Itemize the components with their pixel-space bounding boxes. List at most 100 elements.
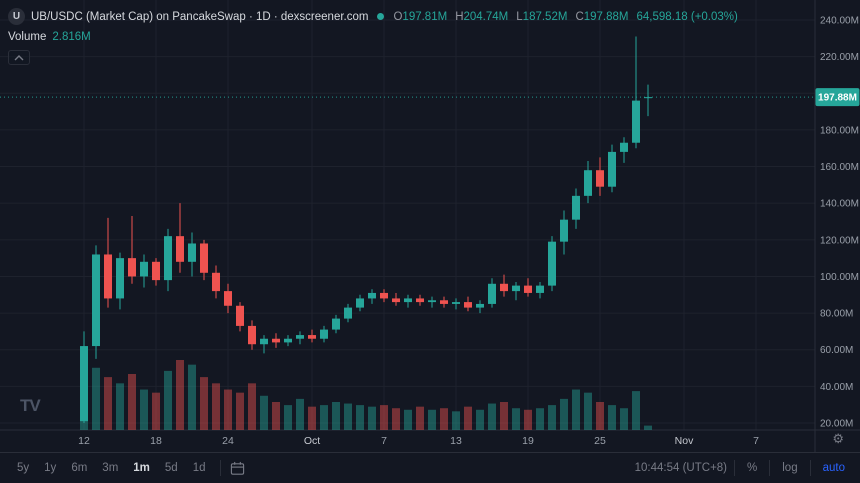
volume-bar	[116, 383, 124, 430]
range-button-5y[interactable]: 5y	[10, 459, 36, 477]
auto-scale-button[interactable]: auto	[818, 459, 850, 477]
price-axis-label: 180.00M	[820, 125, 859, 136]
price-axis-label: 160.00M	[820, 162, 859, 173]
volume-bar	[548, 405, 556, 430]
volume-bar	[560, 398, 568, 430]
bottom-toolbar: 5y 1y 6m 3m 1m 5d 1d 10:44:54 (UTC+8) % log au…	[0, 452, 860, 483]
chart-pane[interactable]: 240.00M220.00M200.00M180.00M160.00M140.0…	[0, 0, 860, 452]
open-label: O	[393, 10, 403, 23]
low-readout: L187.52M	[516, 11, 567, 23]
high-readout: H204.74M	[455, 11, 508, 23]
volume-bar	[152, 392, 160, 430]
toolbar-divider	[809, 460, 811, 476]
price-axis-label: 20.00M	[820, 419, 853, 430]
volume-bar	[380, 405, 388, 430]
volume-bar	[584, 392, 592, 430]
candle-body	[116, 258, 124, 299]
last-price-label: 197.88M	[818, 93, 857, 104]
time-axis-label: 7	[381, 435, 387, 447]
last-price-badge[interactable]	[815, 88, 860, 107]
range-button-6m[interactable]: 6m	[64, 459, 94, 477]
time-axis-label: 12	[78, 435, 90, 447]
toolbar-divider	[769, 460, 771, 476]
candle-body	[128, 258, 136, 277]
range-buttons-group: 5y 1y 6m 3m 1m 5d 1d	[10, 459, 213, 477]
high-value: 204.74M	[463, 10, 509, 23]
candle-body	[404, 298, 412, 303]
clock-timezone-label[interactable]: 10:44:54 (UTC+8)	[634, 462, 728, 474]
candle-body	[488, 283, 496, 304]
candle-body	[224, 291, 232, 306]
candle-body	[548, 241, 556, 286]
price-axis-label: 140.00M	[820, 199, 859, 210]
percent-scale-button[interactable]: %	[742, 459, 762, 477]
candle-body	[296, 335, 304, 339]
live-status-dot	[377, 13, 385, 20]
volume-bar	[344, 403, 352, 430]
candle-body	[344, 307, 352, 319]
collapse-indicators-button[interactable]	[8, 50, 30, 65]
candle-body	[248, 325, 256, 345]
volume-bar	[488, 403, 496, 430]
candle-body	[428, 300, 436, 303]
time-axis-label: 24	[222, 435, 234, 447]
candlestick-chart[interactable]: 240.00M220.00M200.00M180.00M160.00M140.0…	[0, 0, 860, 452]
volume-bar	[464, 406, 472, 430]
volume-bar	[200, 377, 208, 430]
volume-bar	[404, 409, 412, 430]
candle-body	[452, 302, 460, 304]
volume-bar	[416, 406, 424, 430]
volume-bar	[308, 406, 316, 430]
range-button-1y[interactable]: 1y	[37, 459, 63, 477]
ohlc-readout: O197.81M H204.74M L187.52M C197.88M 64,5…	[393, 11, 737, 23]
chart-title[interactable]: UB/USDC (Market Cap) on PancakeSwap · 1D…	[31, 10, 369, 23]
tradingview-logo[interactable]: TV	[20, 396, 41, 415]
volume-bar	[320, 405, 328, 430]
candle-body	[320, 329, 328, 339]
change-value: 64,598.18 (+0.03%)	[636, 10, 738, 23]
range-button-3m[interactable]: 3m	[95, 459, 125, 477]
candle-body	[332, 318, 340, 330]
volume-bar	[392, 408, 400, 430]
candle-body	[80, 346, 88, 422]
token-logo: U	[8, 8, 25, 25]
volume-bar	[608, 405, 616, 430]
close-value: 197.88M	[583, 10, 629, 23]
candle-body	[596, 170, 604, 187]
candle-body	[512, 285, 520, 292]
candle-body	[272, 338, 280, 343]
volume-bar	[440, 408, 448, 430]
candle-body	[140, 261, 148, 277]
high-label: H	[455, 10, 464, 23]
volume-bar	[104, 377, 112, 430]
candle-body	[164, 236, 172, 281]
volume-bar	[536, 408, 544, 430]
volume-bar	[476, 409, 484, 430]
time-axis-label: 19	[522, 435, 534, 447]
volume-bar	[272, 402, 280, 430]
price-axis-label: 100.00M	[820, 272, 859, 283]
gear-icon[interactable]: ⚙	[832, 431, 844, 446]
volume-bar	[644, 425, 652, 430]
range-button-5d[interactable]: 5d	[158, 459, 185, 477]
open-readout: O197.81M	[393, 11, 447, 23]
range-button-1m[interactable]: 1m	[126, 459, 157, 477]
low-label: L	[516, 10, 523, 23]
volume-label[interactable]: Volume	[8, 30, 47, 43]
time-axis-label: 7	[753, 435, 759, 447]
volume-bar	[500, 402, 508, 430]
price-axis-label: 120.00M	[820, 235, 859, 246]
volume-bar	[212, 383, 220, 430]
candle-body	[524, 285, 532, 293]
volume-bar	[620, 408, 628, 430]
go-to-date-button[interactable]	[228, 459, 247, 478]
volume-bar	[188, 364, 196, 430]
log-scale-button[interactable]: log	[777, 459, 802, 477]
calendar-icon	[230, 461, 244, 475]
volume-bar	[368, 406, 376, 430]
candle-body	[560, 219, 568, 242]
range-button-1d[interactable]: 1d	[186, 459, 213, 477]
scale-controls: 10:44:54 (UTC+8) % log auto	[635, 459, 850, 477]
price-axis-label: 40.00M	[820, 382, 853, 393]
